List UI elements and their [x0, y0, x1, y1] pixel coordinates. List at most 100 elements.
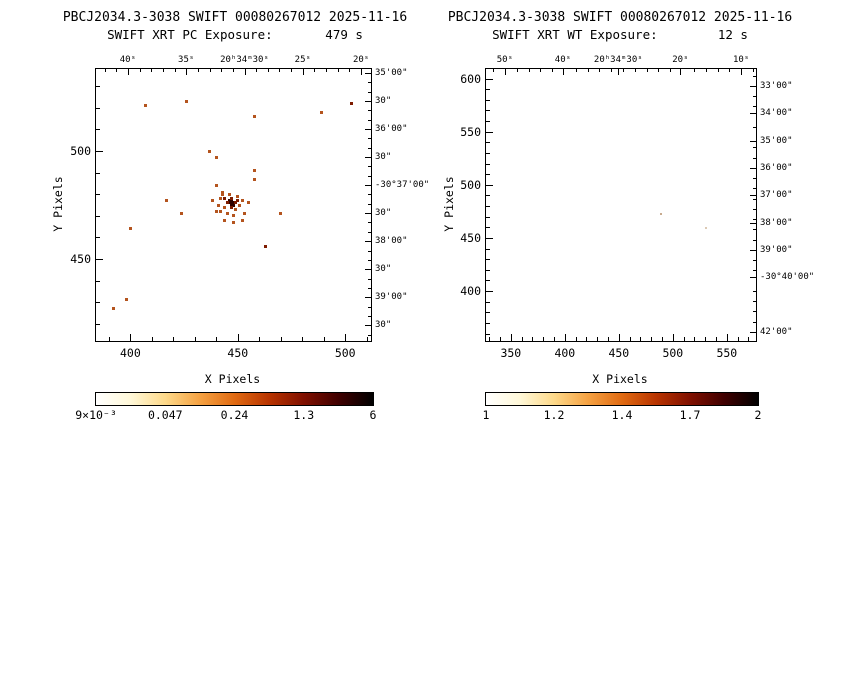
y-tick-label: 500 [460, 177, 481, 192]
ra-tick [127, 69, 129, 75]
ra-minor-tick [151, 69, 153, 72]
ra-tick [186, 69, 188, 75]
ra-minor-tick [139, 69, 141, 72]
x-tick [532, 337, 534, 341]
ra-minor-tick [575, 69, 577, 72]
y-tick [486, 131, 493, 133]
dec-tick [750, 140, 756, 142]
dec-tick [365, 241, 371, 243]
wt-x-axis-label: X Pixels [592, 372, 648, 386]
ra-tick-label: 25ˢ [294, 55, 311, 65]
data-point [247, 201, 251, 205]
data-point [238, 203, 242, 207]
dec-minor-tick [368, 250, 371, 252]
dec-minor-tick [753, 208, 756, 210]
dec-tick [365, 157, 371, 159]
x-tick [108, 337, 110, 341]
data-point [253, 168, 257, 172]
data-point [232, 214, 235, 218]
data-point [128, 227, 132, 231]
x-tick-label: 550 [716, 346, 738, 360]
dec-tick-label: 37'00" [760, 190, 793, 201]
data-point [242, 212, 246, 216]
y-tick [486, 227, 490, 229]
ra-tick-label: 20ʰ34ᵐ30ˢ [220, 55, 269, 65]
dec-minor-tick [368, 278, 371, 280]
y-tick [486, 237, 493, 239]
dec-tick-label: 42'00" [760, 326, 793, 337]
dec-minor-tick [368, 222, 371, 224]
y-tick [486, 99, 490, 101]
dec-tick-label: -30°37'00" [375, 180, 430, 191]
dec-tick [750, 86, 756, 87]
ra-minor-tick [221, 69, 223, 72]
y-tick [96, 237, 100, 239]
dec-tick [750, 331, 756, 333]
data-point [234, 201, 238, 205]
data-point [227, 192, 231, 196]
x-tick-label: 450 [608, 346, 630, 360]
ra-minor-tick [314, 69, 316, 72]
dec-minor-tick [753, 75, 756, 77]
dec-minor-tick [368, 166, 371, 168]
y-tick [486, 89, 490, 91]
data-point [240, 218, 244, 222]
data-point [279, 212, 283, 216]
ra-minor-tick [256, 69, 258, 72]
y-tick [96, 258, 103, 260]
data-point [221, 190, 225, 194]
ra-minor-tick [634, 69, 636, 72]
ra-minor-tick [232, 69, 234, 72]
dec-tick-label: -30°40'00" [760, 272, 815, 283]
y-tick [486, 152, 490, 154]
dec-tick-label: 30" [375, 96, 392, 107]
dec-minor-tick [368, 315, 371, 317]
ra-tick-label: 35ˢ [178, 55, 195, 65]
pc-colorbar: 9×10⁻³ 0.047 0.24 1.3 6 [75, 392, 376, 422]
dec-minor-tick [753, 290, 756, 292]
data-point [240, 199, 244, 203]
ra-minor-tick [693, 69, 695, 72]
dec-minor-tick [753, 126, 756, 128]
x-tick [575, 337, 577, 341]
colorbar-label: 2 [754, 408, 762, 422]
dec-tick [750, 222, 756, 224]
x-tick [259, 337, 261, 341]
dec-minor-tick [753, 188, 756, 190]
y-tick [96, 151, 103, 153]
y-tick [486, 206, 490, 208]
ra-tick [741, 69, 743, 75]
data-point [165, 199, 169, 203]
y-tick [486, 301, 490, 303]
y-tick-label: 500 [70, 144, 91, 159]
data-point [214, 184, 218, 188]
data-point [184, 99, 188, 103]
x-tick [302, 337, 304, 341]
ra-minor-tick [599, 69, 601, 72]
y-tick [96, 302, 100, 304]
y-tick [96, 107, 100, 109]
dec-tick-label: 33'00" [760, 81, 793, 91]
pc-panel-subtitle: SWIFT XRT PC Exposure: 479 s [107, 27, 363, 42]
ra-minor-tick [349, 69, 351, 72]
dec-tick-label: 38'00" [760, 217, 793, 228]
dec-tick-label: 36'00" [760, 163, 793, 173]
data-point [180, 212, 184, 216]
data-point [219, 209, 223, 213]
y-tick [486, 78, 493, 80]
x-tick-label: 350 [500, 346, 522, 360]
dec-tick [365, 101, 371, 103]
dec-minor-tick [753, 301, 756, 303]
data-point [253, 114, 257, 118]
y-tick [486, 333, 490, 335]
y-tick [486, 110, 490, 112]
ra-minor-tick [705, 69, 707, 72]
ra-tick [680, 69, 682, 75]
data-point [236, 194, 240, 198]
y-tick [486, 280, 490, 282]
y-tick [486, 184, 493, 186]
data-point [225, 201, 229, 205]
ra-minor-tick [174, 69, 176, 72]
y-tick [486, 121, 490, 123]
dec-tick [365, 269, 371, 271]
